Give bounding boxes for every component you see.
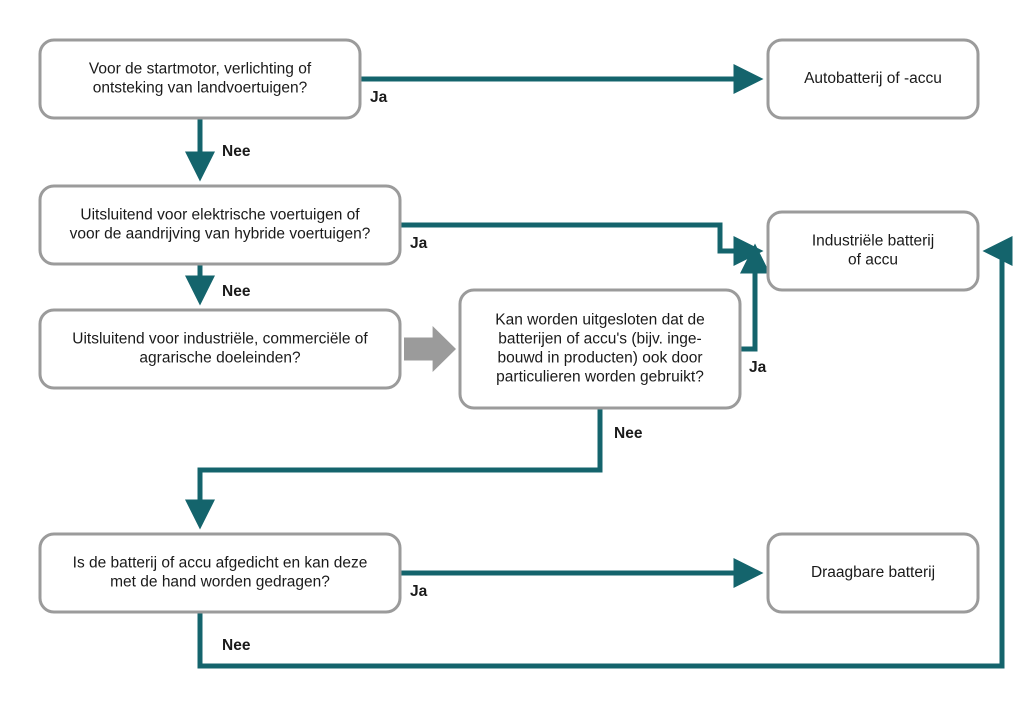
node-text-q3-line0: Uitsluitend voor industriële, commerciël… [72, 331, 368, 348]
node-text-r2-line1: of accu [848, 252, 898, 269]
node-text-q4-line0: Kan worden uitgesloten dat de [495, 312, 704, 329]
node-text-q3-line1: agrarische doeleinden? [139, 350, 301, 367]
flowchart-canvas: Voor de startmotor, verlichting of ontste… [0, 0, 1024, 702]
edge-label-e4: Ja [410, 235, 428, 252]
block-arrow [404, 326, 456, 372]
node-q5: Is de batterij of accu afgedicht en kan … [40, 534, 400, 612]
edge-label-e8: Nee [222, 637, 251, 654]
node-text-q2-line1: voor de aandrijving van hybride voertuig… [70, 226, 371, 243]
node-q2: Uitsluitend voor elektrische voertuigen … [40, 186, 400, 264]
edge-e6 [200, 408, 600, 522]
node-q3: Uitsluitend voor industriële, commerciël… [40, 310, 400, 388]
node-q1: Voor de startmotor, verlichting of ontste… [40, 40, 360, 118]
node-text-q4-line2: bouwd in producten) ook door [497, 350, 702, 367]
node-q4: Kan worden uitgesloten dat de batterijen … [460, 290, 740, 408]
node-text-q5-line1: met de hand worden gedragen? [110, 574, 330, 591]
node-text-q4-line3: particulieren worden gebruikt? [496, 369, 704, 386]
edge-e5 [740, 251, 755, 349]
nodes-layer: Voor de startmotor, verlichting of ontste… [40, 40, 978, 612]
node-text-q1-line0: Voor de startmotor, verlichting of [89, 61, 312, 78]
edge-e4 [400, 225, 756, 251]
edge-label-e2: Nee [222, 143, 251, 160]
edge-label-e7: Ja [410, 583, 428, 600]
node-r1: Autobatterij of -accu [768, 40, 978, 118]
edge-label-e3: Nee [222, 283, 251, 300]
edge-label-e5: Ja [749, 359, 767, 376]
edge-label-e6: Nee [614, 425, 643, 442]
node-text-q4-line1: batterijen of accu's (bijv. inge- [498, 331, 701, 348]
edge-label-e1: Ja [370, 89, 388, 106]
node-text-q5-line0: Is de batterij of accu afgedicht en kan … [73, 555, 368, 572]
node-r2: Industriële batterij of accu [768, 212, 978, 290]
node-text-q1-line1: ontsteking van landvoertuigen? [93, 80, 308, 97]
node-text-r1-line0: Autobatterij of -accu [804, 70, 942, 87]
node-text-r2-line0: Industriële batterij [812, 233, 934, 250]
node-text-q2-line0: Uitsluitend voor elektrische voertuigen … [80, 207, 360, 224]
node-text-r3-line0: Draagbare batterij [811, 564, 935, 581]
node-r3: Draagbare batterij [768, 534, 978, 612]
